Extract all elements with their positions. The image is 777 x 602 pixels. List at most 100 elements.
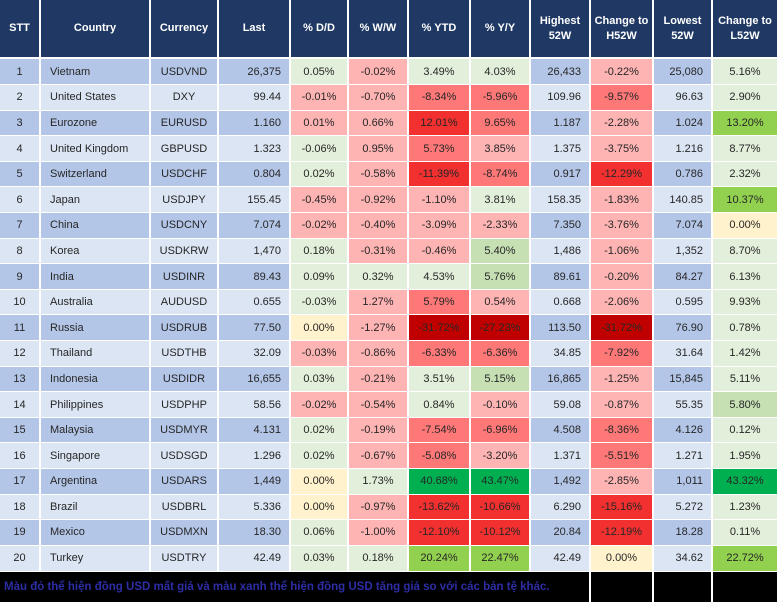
ww-cell: -0.86% [348,340,409,367]
stt-cell: 14 [0,391,41,418]
stt-cell: 20 [0,545,41,572]
stt-cell: 8 [0,238,41,265]
chh-cell: -2.85% [590,468,654,495]
chl-cell: 13.20% [712,110,777,137]
table-row: 8 Korea USDKRW 1,470 0.18% -0.31% -0.46% 5.40% 1… [0,238,777,265]
table-row: 18 Brazil USDBRL 5.336 0.00% -0.97% -13.62% -10… [0,494,777,521]
chl-cell: 43.32% [712,468,777,495]
ww-cell: -0.19% [348,417,409,444]
dd-cell: 0.18% [290,238,349,265]
column-header-last: Last [218,0,291,59]
yy-cell: -6.36% [470,340,531,367]
ww-cell: -0.97% [348,494,409,521]
yy-cell: 9.65% [470,110,531,137]
high-cell: 1,492 [530,468,591,495]
ytd-cell: 20.24% [408,545,471,572]
dd-cell: 0.03% [290,545,349,572]
stt-cell: 18 [0,494,41,521]
ww-cell: -1.27% [348,314,409,342]
currency-cell: USDTRY [150,545,219,572]
country-cell: Singapore [40,442,151,469]
dd-cell: -0.03% [290,340,349,367]
last-cell: 77.50 [218,314,291,342]
ww-cell: -0.54% [348,391,409,418]
yy-cell: -27.23% [470,314,531,342]
country-cell: Australia [40,289,151,316]
ytd-cell: -0.46% [408,238,471,265]
stt-cell: 12 [0,340,41,367]
column-header-currency: Currency [150,0,219,59]
ytd-cell: -11.39% [408,161,471,188]
dd-cell: 0.09% [290,263,349,290]
chl-cell: 1.95% [712,442,777,469]
stt-cell: 19 [0,519,41,546]
chl-cell: 8.70% [712,238,777,265]
stt-cell: 17 [0,468,41,495]
high-cell: 0.668 [530,289,591,316]
low-cell: 1.271 [653,442,713,469]
low-cell: 25,080 [653,58,713,86]
country-cell: Malaysia [40,417,151,444]
dd-cell: 0.00% [290,468,349,495]
dd-cell: 0.00% [290,314,349,342]
column-header-chh: Change to H52W [590,0,654,59]
column-header-yy: % Y/Y [470,0,531,59]
table-row: 2 United States DXY 99.44 -0.01% -0.70% -8.34%… [0,84,777,111]
stt-cell: 3 [0,110,41,137]
yy-cell: -8.74% [470,161,531,188]
ytd-cell: 4.53% [408,263,471,290]
yy-cell: -3.20% [470,442,531,469]
chl-cell: 1.23% [712,494,777,521]
chh-cell: -8.36% [590,417,654,444]
high-cell: 16,865 [530,366,591,393]
chl-cell: 8.77% [712,135,777,162]
table-row: 17 Argentina USDARS 1,449 0.00% 1.73% 40.68% 43… [0,468,777,495]
ytd-cell: -3.09% [408,212,471,239]
chl-cell: 1.42% [712,340,777,367]
chh-cell: -1.06% [590,238,654,265]
yy-cell: 4.03% [470,58,531,86]
last-cell: 1,449 [218,468,291,495]
currency-cell: USDINR [150,263,219,290]
chl-cell: 5.11% [712,366,777,393]
currency-cell: USDARS [150,468,219,495]
stt-cell: 6 [0,186,41,214]
country-cell: Philippines [40,391,151,418]
dd-cell: -0.01% [290,84,349,111]
dd-cell: -0.06% [290,135,349,162]
ytd-cell: -1.10% [408,186,471,214]
yy-cell: 3.85% [470,135,531,162]
table-row: 12 Thailand USDTHB 32.09 -0.03% -0.86% -6.33% -… [0,340,777,367]
table-row: 4 United Kingdom GBPUSD 1.323 -0.06% 0.95% 5.7… [0,135,777,162]
table-row: 6 Japan USDJPY 155.45 -0.45% -0.92% -1.10% 3.81… [0,186,777,214]
yy-cell: 5.40% [470,238,531,265]
currency-cell: USDKRW [150,238,219,265]
ytd-cell: -8.34% [408,84,471,111]
dd-cell: -0.02% [290,391,349,418]
chl-cell: 9.93% [712,289,777,316]
low-cell: 0.786 [653,161,713,188]
ww-cell: -1.00% [348,519,409,546]
ww-cell: -0.67% [348,442,409,469]
high-cell: 113.50 [530,314,591,342]
high-cell: 42.49 [530,545,591,572]
stt-cell: 15 [0,417,41,444]
low-cell: 34.62 [653,545,713,572]
yy-cell: 5.76% [470,263,531,290]
chh-cell: -0.20% [590,263,654,290]
yy-cell: -10.12% [470,519,531,546]
table-body: 1 Vietnam USDVND 26,375 0.05% -0.02% 3.49% 4.03… [0,58,777,572]
stt-cell: 1 [0,58,41,86]
currency-cell: GBPUSD [150,135,219,162]
country-cell: Indonesia [40,366,151,393]
currency-cell: USDMXN [150,519,219,546]
yy-cell: 5.15% [470,366,531,393]
chh-cell: -2.06% [590,289,654,316]
dd-cell: 0.03% [290,366,349,393]
table-row: 10 Australia AUDUSD 0.655 -0.03% 1.27% 5.79% 0.… [0,289,777,316]
country-cell: Turkey [40,545,151,572]
table-row: 16 Singapore USDSGD 1.296 0.02% -0.67% -5.08% -… [0,442,777,469]
last-cell: 89.43 [218,263,291,290]
